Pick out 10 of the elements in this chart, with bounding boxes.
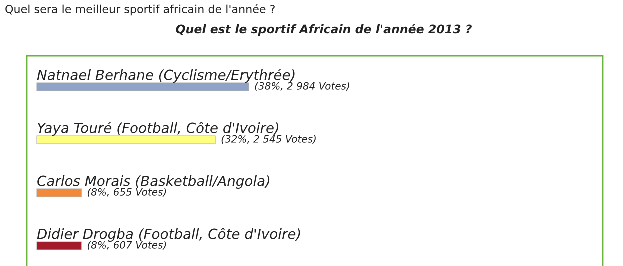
data-label: (8%, 607 Votes) xyxy=(88,241,166,250)
y-tick-label: Natnael Berhane (Cyclisme/Erythrée) xyxy=(37,69,295,83)
data-label: (8%, 655 Votes) xyxy=(88,188,166,198)
text: Quel est le sportif Africain de l'année 2013 ? xyxy=(176,24,472,36)
y-tick-label: Yaya Touré (Football, Côte d'Ivoire) xyxy=(38,122,278,136)
data-label: (38%, 2 984 Votes) xyxy=(255,82,350,92)
data-label: (32%, 2 545 Votes) xyxy=(222,135,316,144)
y-tick-label: Carlos Morais (Basketball/Angola) xyxy=(38,176,270,189)
y-tick-label: Didier Drogba (Football, Côte d'Ivoire) xyxy=(37,228,300,242)
chart-title: Quel sera le meilleur sportif africain de l'année ? xyxy=(6,4,275,16)
